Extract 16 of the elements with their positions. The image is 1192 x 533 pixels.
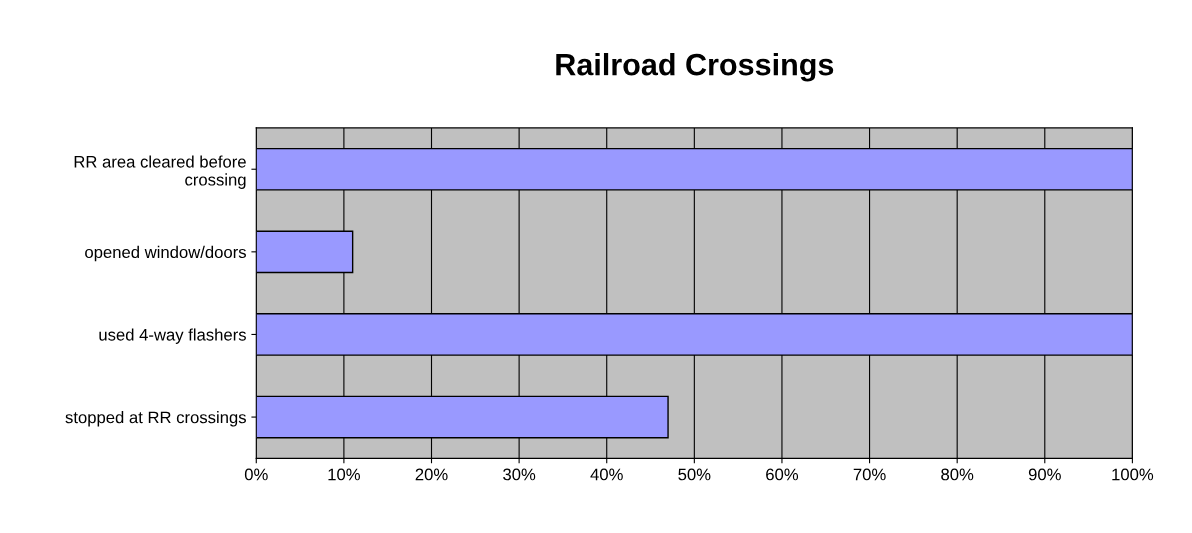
- x-tick-label: 20%: [415, 468, 448, 481]
- x-tick-label: 40%: [590, 468, 623, 481]
- y-tick-label: used 4-way flashers: [99, 328, 246, 344]
- x-tick-label: 90%: [1028, 468, 1061, 481]
- x-tick-label: 10%: [328, 468, 360, 481]
- y-tick-label: opened window/doors: [85, 245, 246, 262]
- chart-title: Railroad Crossings: [556, 53, 834, 82]
- y-tick-label: stopped at RR crossings: [65, 411, 246, 427]
- x-tick-label: 80%: [941, 468, 974, 481]
- x-tick-label: 70%: [853, 468, 886, 481]
- y-tick-label: RR area cleared before crossing: [74, 155, 246, 189]
- x-tick-label: 60%: [766, 468, 799, 481]
- x-tick-label: 50%: [678, 468, 711, 481]
- x-tick-label: 0%: [244, 468, 268, 481]
- x-tick-label: 100%: [1112, 468, 1154, 481]
- x-tick-label: 30%: [503, 468, 536, 481]
